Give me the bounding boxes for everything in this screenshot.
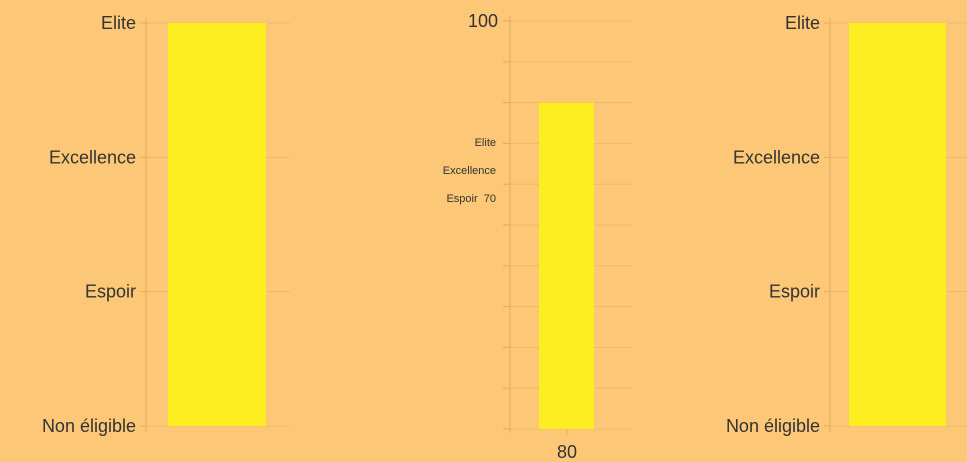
y-tick-label: Excellence (49, 147, 136, 167)
bar (849, 23, 946, 426)
y-tick-label: Espoir (769, 282, 820, 302)
y-tick-label-top: 100 (468, 11, 498, 31)
y-tick-label: Non éligible (726, 416, 820, 436)
chart-panel-left: Non éligible Espoir Excellence Elite (42, 13, 290, 436)
y-tick-label: Excellence (733, 147, 820, 167)
bar (168, 23, 266, 426)
y-tick-label: Espoir (85, 282, 136, 302)
chart-panel-middle: 100 Elite Excellence Espoir 70 80 (443, 11, 632, 462)
y-tick-label: Elite (785, 13, 820, 33)
x-tick-label: 80 (557, 442, 577, 462)
bar (539, 102, 594, 429)
threshold-label: Excellence (443, 165, 496, 177)
y-tick-label: Elite (101, 13, 136, 33)
chart-panel-right: Non éligible Espoir Excellence Elite (726, 13, 967, 436)
threshold-label: Elite (475, 137, 496, 149)
y-tick-label: Non éligible (42, 416, 136, 436)
threshold-label: Espoir 70 (446, 193, 496, 205)
